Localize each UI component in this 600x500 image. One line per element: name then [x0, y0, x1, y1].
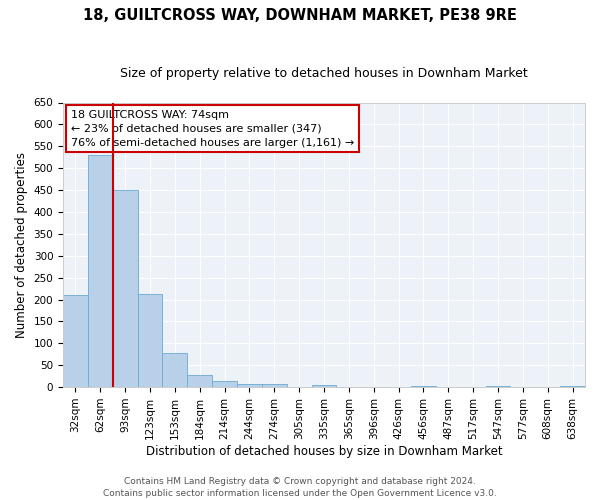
Bar	[137, 294, 163, 387]
Text: Contains HM Land Registry data © Crown copyright and database right 2024.
Contai: Contains HM Land Registry data © Crown c…	[103, 476, 497, 498]
Bar	[88, 155, 113, 387]
Title: Size of property relative to detached houses in Downham Market: Size of property relative to detached ho…	[120, 68, 528, 80]
Bar	[63, 295, 88, 387]
Bar	[237, 384, 262, 387]
X-axis label: Distribution of detached houses by size in Downham Market: Distribution of detached houses by size …	[146, 444, 502, 458]
Text: 18, GUILTCROSS WAY, DOWNHAM MARKET, PE38 9RE: 18, GUILTCROSS WAY, DOWNHAM MARKET, PE38…	[83, 8, 517, 22]
Bar	[262, 384, 287, 387]
Bar	[212, 381, 237, 387]
Bar	[560, 386, 585, 387]
Text: 18 GUILTCROSS WAY: 74sqm
← 23% of detached houses are smaller (347)
76% of semi-: 18 GUILTCROSS WAY: 74sqm ← 23% of detach…	[71, 110, 354, 148]
Bar	[485, 386, 511, 387]
Bar	[311, 385, 337, 387]
Bar	[187, 376, 212, 387]
Bar	[163, 354, 187, 387]
Bar	[113, 190, 137, 387]
Y-axis label: Number of detached properties: Number of detached properties	[15, 152, 28, 338]
Bar	[411, 386, 436, 387]
